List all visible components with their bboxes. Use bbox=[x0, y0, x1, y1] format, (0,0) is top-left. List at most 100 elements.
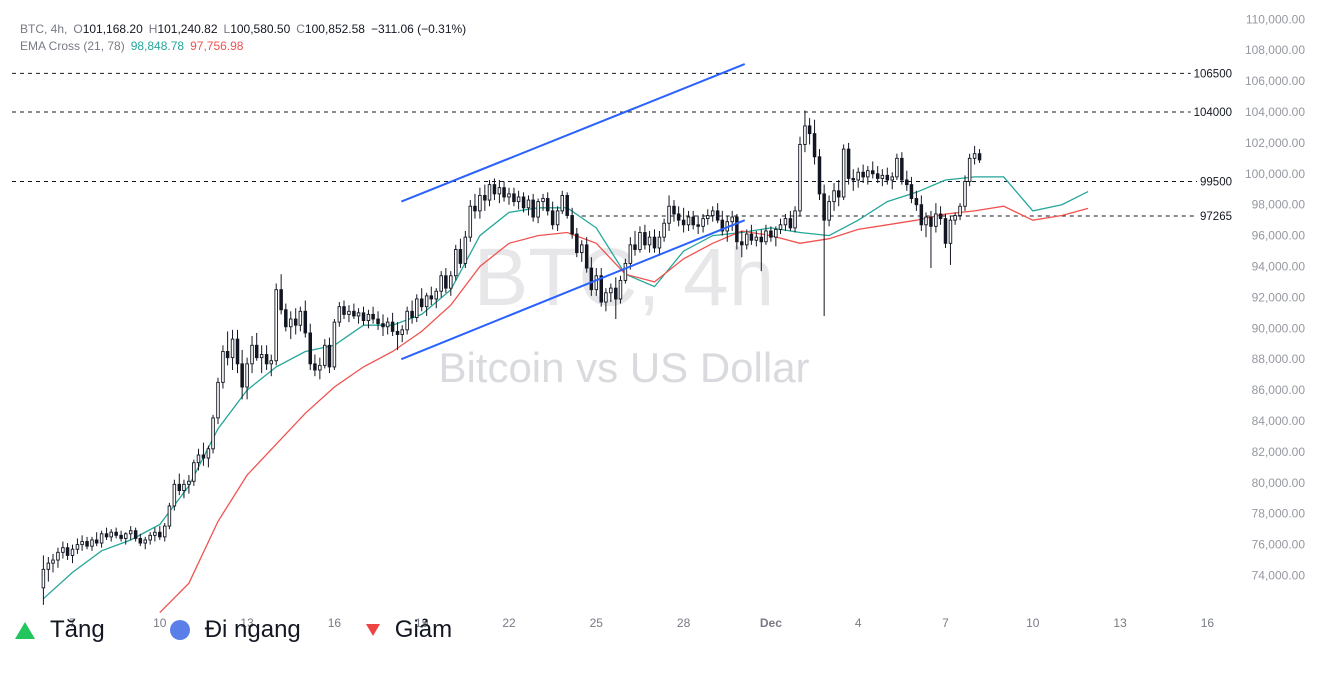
candle bbox=[196, 448, 201, 471]
candle-body bbox=[376, 318, 380, 325]
candle-body bbox=[516, 196, 521, 203]
candle bbox=[967, 153, 972, 187]
candle-body bbox=[453, 249, 458, 277]
x-tick-label: 22 bbox=[502, 616, 516, 630]
candle bbox=[618, 275, 623, 304]
candle-body bbox=[856, 171, 860, 181]
candle-body bbox=[691, 216, 695, 226]
candle-body bbox=[216, 381, 220, 419]
candle bbox=[400, 325, 404, 343]
candle bbox=[143, 536, 147, 550]
candle bbox=[289, 311, 293, 340]
level-label: 106500 bbox=[1194, 68, 1232, 80]
candle-body bbox=[633, 244, 637, 250]
level-label: 97265 bbox=[1200, 211, 1232, 223]
candle-body bbox=[143, 539, 147, 544]
candle bbox=[167, 502, 172, 530]
candle-body bbox=[85, 541, 89, 547]
candle bbox=[516, 190, 521, 210]
candle-body bbox=[701, 218, 705, 227]
candle-body bbox=[555, 210, 560, 226]
candle bbox=[880, 169, 885, 187]
candle bbox=[807, 118, 812, 145]
candle-body bbox=[124, 533, 128, 539]
candle bbox=[531, 193, 535, 222]
candle bbox=[749, 224, 754, 245]
candle bbox=[225, 331, 230, 366]
x-tick-label: 16 bbox=[328, 616, 342, 630]
legend-item-up: Tăng bbox=[14, 616, 105, 644]
candle bbox=[667, 195, 671, 231]
ema-header[interactable]: EMA Cross (21, 78) 98,848.78 97,756.98 bbox=[20, 39, 249, 53]
candle bbox=[371, 306, 375, 324]
candle-body bbox=[342, 306, 346, 315]
candle-body bbox=[225, 351, 230, 359]
candle-body bbox=[618, 279, 623, 300]
candle-body bbox=[730, 216, 734, 223]
candle-body bbox=[895, 157, 899, 178]
candle bbox=[298, 306, 303, 332]
candle bbox=[337, 302, 342, 327]
candle-body bbox=[924, 216, 928, 226]
y-tick-label: 86,000.00 bbox=[1252, 383, 1306, 397]
candle bbox=[303, 300, 308, 338]
candle bbox=[279, 274, 283, 315]
candle bbox=[70, 544, 75, 564]
candle bbox=[759, 229, 764, 272]
candle bbox=[604, 288, 608, 312]
candle bbox=[192, 459, 196, 486]
candle-body bbox=[162, 525, 167, 538]
candle-body bbox=[245, 363, 249, 388]
candle bbox=[672, 200, 676, 222]
candle bbox=[846, 142, 851, 185]
candle-body bbox=[900, 157, 904, 181]
candle-body bbox=[880, 174, 885, 179]
candle-body bbox=[172, 483, 177, 507]
change-value: −311.06 (−0.31%) bbox=[370, 22, 467, 36]
candle bbox=[652, 229, 657, 253]
candle bbox=[701, 213, 705, 233]
candle-body bbox=[827, 201, 831, 221]
candle bbox=[177, 473, 182, 496]
candle bbox=[817, 149, 822, 201]
y-tick-label: 90,000.00 bbox=[1252, 321, 1306, 335]
close-value: 100,852.58 bbox=[304, 22, 365, 36]
candle-body bbox=[550, 210, 555, 226]
candle-body bbox=[313, 363, 317, 371]
chart-watermark: BTC, 4h Bitcoin vs US Dollar bbox=[438, 232, 809, 391]
candle-body bbox=[449, 275, 453, 289]
candle-body bbox=[51, 559, 55, 564]
candle-body bbox=[803, 125, 807, 145]
candle-body bbox=[696, 224, 700, 227]
candle bbox=[783, 213, 788, 231]
time-axis[interactable]: 7 10 13 16 19 22 25 28 Dec 4 7 10 13 16 bbox=[69, 616, 1214, 630]
candle bbox=[114, 527, 118, 539]
y-tick-label: 108,000.00 bbox=[1245, 43, 1305, 57]
trend-channel[interactable] bbox=[400, 63, 746, 361]
candle bbox=[124, 532, 128, 545]
candle-body bbox=[133, 530, 138, 539]
candle bbox=[201, 442, 206, 466]
candle bbox=[778, 218, 783, 235]
candle-body bbox=[429, 295, 434, 300]
candle-body bbox=[764, 230, 768, 243]
candle bbox=[628, 237, 633, 270]
candle bbox=[366, 309, 371, 329]
candle bbox=[61, 541, 65, 559]
candle-body bbox=[614, 287, 618, 300]
candle-body bbox=[754, 236, 759, 241]
candle bbox=[323, 339, 327, 369]
y-tick-label: 76,000.00 bbox=[1252, 538, 1306, 552]
candle-body bbox=[99, 533, 104, 544]
candle bbox=[497, 179, 502, 204]
candle-body bbox=[686, 216, 691, 226]
open-label: O bbox=[73, 22, 83, 36]
candle bbox=[80, 535, 84, 551]
price-axis[interactable]: 74,000.00 76,000.00 78,000.00 80,000.00 82,0… bbox=[1245, 12, 1305, 582]
candle bbox=[900, 152, 904, 185]
candle bbox=[313, 354, 317, 377]
candle bbox=[221, 345, 225, 389]
candle bbox=[764, 224, 768, 245]
candle bbox=[463, 230, 468, 269]
